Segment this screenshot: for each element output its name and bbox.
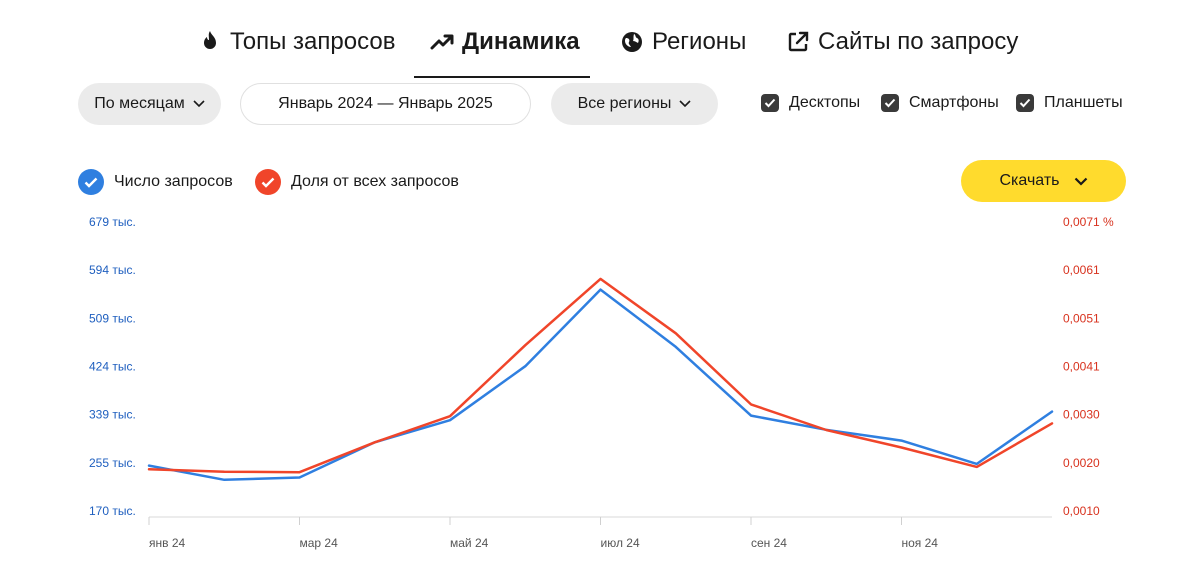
date-range-picker[interactable]: Январь 2024 — Январь 2025 xyxy=(240,83,531,125)
period-select[interactable]: По месяцам xyxy=(78,83,221,125)
checkbox-smartphones[interactable]: Смартфоны xyxy=(881,92,999,114)
y-left-tick-label: 679 тыс. xyxy=(89,215,136,229)
trend-up-icon xyxy=(430,30,454,54)
checkmark-icon xyxy=(761,94,779,112)
y-right-tick-label: 0,0010 xyxy=(1063,504,1100,518)
region-select-value: Все регионы xyxy=(577,95,672,112)
y-left-tick-label: 170 тыс. xyxy=(89,504,136,518)
checkbox-label: Планшеты xyxy=(1044,94,1123,111)
region-select[interactable]: Все регионы xyxy=(551,83,718,125)
series-line-1 xyxy=(147,288,1054,482)
x-tick-label: мар 24 xyxy=(300,536,339,550)
y-left-tick-label: 424 тыс. xyxy=(89,360,136,374)
checkmark-icon xyxy=(78,169,104,195)
chevron-down-icon xyxy=(679,100,691,108)
chevron-down-icon xyxy=(193,100,205,108)
date-range-value: Январь 2024 — Январь 2025 xyxy=(278,95,493,112)
y-left-tick-label: 594 тыс. xyxy=(89,263,136,277)
y-right-tick-label: 0,0030 xyxy=(1063,408,1100,422)
checkmark-icon xyxy=(1016,94,1034,112)
period-select-value: По месяцам xyxy=(94,95,185,112)
globe-icon xyxy=(620,30,644,54)
y-left-tick-label: 339 тыс. xyxy=(89,408,136,422)
tab-dynamics[interactable]: Динамика xyxy=(430,22,580,62)
y-left-tick-label: 255 тыс. xyxy=(89,456,136,470)
y-right-tick-label: 0,0071 % xyxy=(1063,215,1114,229)
external-link-icon xyxy=(786,30,810,54)
series-line-2 xyxy=(147,277,1054,474)
tab-bar: Топы запросов Динамика Регионы Сайты по … xyxy=(0,22,1200,78)
legend-toggle-query-count[interactable]: Число запросов xyxy=(78,168,233,196)
legend-label: Число запросов xyxy=(114,173,233,190)
tab-top-queries[interactable]: Топы запросов xyxy=(198,22,395,62)
x-tick-label: янв 24 xyxy=(149,536,186,550)
x-tick-label: ноя 24 xyxy=(902,536,939,550)
y-right-tick-label: 0,0051 xyxy=(1063,311,1100,325)
x-tick-label: сен 24 xyxy=(751,536,787,550)
checkbox-label: Смартфоны xyxy=(909,94,999,111)
chevron-down-icon xyxy=(1074,177,1088,186)
fire-icon xyxy=(198,30,222,54)
active-tab-indicator xyxy=(414,76,590,78)
checkbox-tablets[interactable]: Планшеты xyxy=(1016,92,1123,114)
legend-label: Доля от всех запросов xyxy=(291,173,459,190)
checkmark-icon xyxy=(255,169,281,195)
y-right-tick-label: 0,0061 xyxy=(1063,263,1100,277)
download-label: Скачать xyxy=(999,172,1060,189)
tab-label: Регионы xyxy=(652,28,747,55)
checkbox-label: Десктопы xyxy=(789,94,861,111)
legend-toggle-share[interactable]: Доля от всех запросов xyxy=(255,168,459,196)
y-left-tick-label: 509 тыс. xyxy=(89,311,136,325)
tab-label: Сайты по запросу xyxy=(818,28,1019,55)
tab-label: Динамика xyxy=(462,28,580,55)
x-tick-label: май 24 xyxy=(450,536,489,550)
y-right-tick-label: 0,0041 xyxy=(1063,360,1100,374)
tab-sites[interactable]: Сайты по запросу xyxy=(786,22,1018,62)
checkmark-icon xyxy=(881,94,899,112)
y-right-tick-label: 0,0020 xyxy=(1063,456,1100,470)
x-tick-label: июл 24 xyxy=(601,536,640,550)
checkbox-desktops[interactable]: Десктопы xyxy=(761,92,860,114)
tab-label: Топы запросов xyxy=(230,28,396,55)
download-button[interactable]: Скачать xyxy=(961,160,1126,202)
line-chart: 170 тыс. 255 тыс. 339 тыс. 424 тыс. 509 тыс.… xyxy=(89,215,1114,550)
tab-regions[interactable]: Регионы xyxy=(620,22,746,62)
